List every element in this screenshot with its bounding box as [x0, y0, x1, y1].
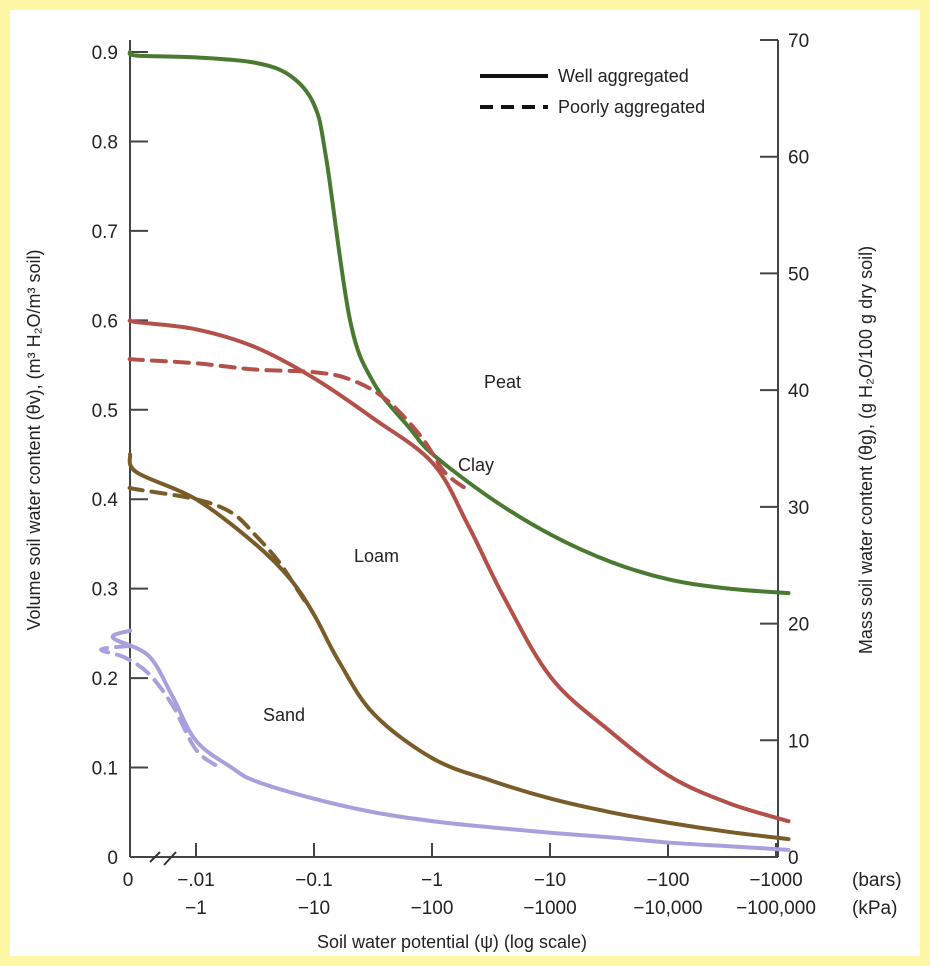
sand-dashed-curve: [99, 643, 222, 770]
right-tick-label: 50: [788, 264, 809, 285]
right-tick-label: 20: [788, 615, 809, 636]
left-tick-label: 0.8: [92, 132, 118, 153]
x-tick-label-kpa: −100: [411, 898, 454, 919]
left-tick-label: 0.5: [92, 401, 118, 422]
left-tick-label: 0.2: [92, 669, 118, 690]
right-tick-label: 10: [788, 731, 809, 752]
left-tick-label: 0.6: [92, 311, 118, 332]
label-peat: Peat: [484, 372, 521, 392]
x-tick-label-kpa: −1000: [523, 898, 576, 919]
x-unit-bars: (bars): [852, 870, 902, 891]
legend-poorly-aggregated: Poorly aggregated: [558, 97, 705, 117]
clay-dashed-curve: [127, 356, 471, 493]
x-axis-title: Soil water potential (ψ) (log scale): [317, 932, 587, 952]
x-tick-label-bars: −100: [647, 870, 690, 891]
curves: [99, 50, 791, 852]
legend-well-aggregated: Well aggregated: [558, 66, 689, 86]
x-tick-label-kpa: −10,000: [633, 898, 702, 919]
x-tick-label-kpa: −10: [298, 898, 330, 919]
loam-dashed-curve: [127, 485, 311, 609]
right-tick-label: 30: [788, 498, 809, 519]
left-axis-title: Volume soil water content (θv), (m³ H₂O/…: [24, 249, 44, 630]
curve-labels: Peat Clay Loam Sand: [263, 372, 521, 725]
left-tick-label: 0: [107, 848, 118, 869]
label-loam: Loam: [354, 546, 399, 566]
x-tick-label-bars: 0: [123, 870, 134, 891]
x-tick-label-bars: −1000: [749, 870, 802, 891]
x-unit-kpa: (kPa): [852, 898, 897, 919]
peat-solid-curve: [127, 50, 791, 596]
label-sand: Sand: [263, 705, 305, 725]
x-tick-label-bars: −.01: [177, 870, 215, 891]
x-tick-label-bars: −10: [534, 870, 566, 891]
right-tick-label: 70: [788, 31, 809, 52]
right-tick-label: 40: [788, 381, 809, 402]
left-tick-label: 0.4: [92, 490, 119, 511]
left-tick-label: 0.9: [92, 43, 118, 64]
x-tick-label-kpa: −1: [185, 898, 207, 919]
left-tick-label: 0.1: [92, 759, 118, 780]
sand-solid-curve: [110, 628, 791, 852]
right-tick-label: 60: [788, 148, 809, 169]
right-axis-title: Mass soil water content (θg), (g H₂O/100…: [856, 246, 876, 654]
axis-break-mark: [149, 851, 177, 866]
x-tick-label-bars: −1: [421, 870, 443, 891]
label-clay: Clay: [458, 455, 494, 475]
right-tick-label: 0: [788, 848, 799, 869]
loam-solid-curve: [127, 452, 791, 842]
legend: Well aggregated Poorly aggregated: [480, 66, 705, 117]
x-tick-label-kpa: −100,000: [736, 898, 816, 919]
x-tick-label-bars: −0.1: [295, 870, 333, 891]
left-tick-label: 0.3: [92, 580, 118, 601]
left-tick-label: 0.7: [92, 222, 118, 243]
clay-solid-curve: [127, 318, 791, 824]
